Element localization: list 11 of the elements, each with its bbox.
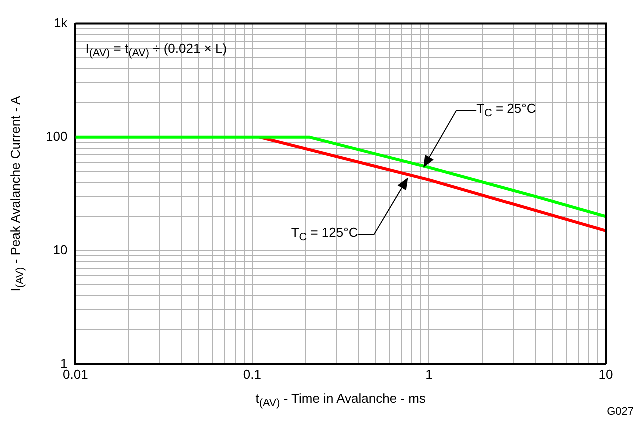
x-axis-title: t$_{(AV)}$ - Time in Avalanche - ms xyxy=(256,391,426,411)
annotation: T$_{C}$ = 25°C xyxy=(476,100,536,120)
y-tick-label: 1k xyxy=(54,15,68,30)
y-tick-label: 10 xyxy=(53,242,68,258)
y-tick-label: 100 xyxy=(46,128,68,144)
x-tick-label: 1 xyxy=(426,366,433,382)
text: G027 xyxy=(607,406,634,418)
annotation: I$_{(AV)}$ = t$_{(AV)}$ ÷ (0.021 × L) xyxy=(86,40,228,60)
annotation: T$_{C}$ = 125°C xyxy=(291,224,358,244)
x-tick-label: 0.1 xyxy=(243,366,262,382)
x-tick-label: 10 xyxy=(598,366,614,382)
